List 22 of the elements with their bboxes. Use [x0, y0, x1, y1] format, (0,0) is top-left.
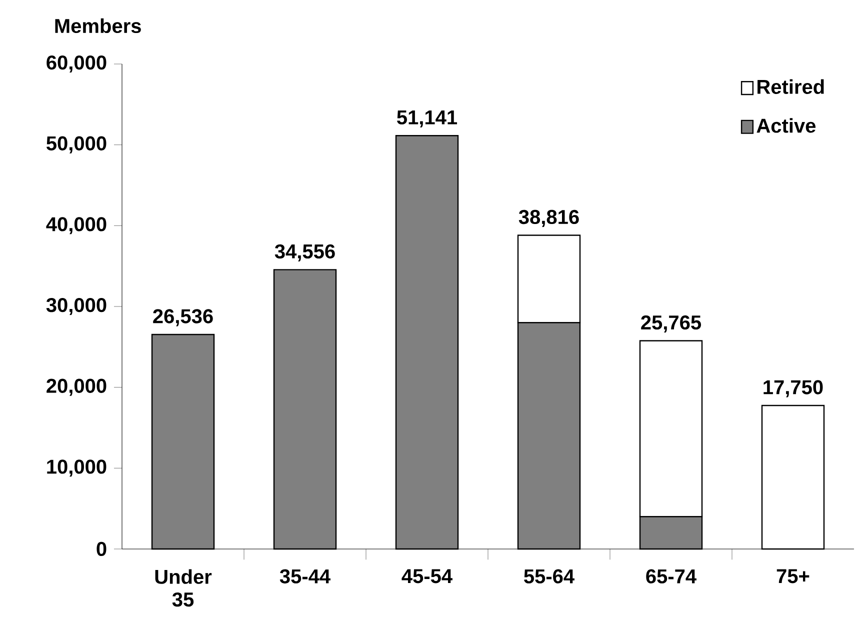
y-tick-label: 30,000 [46, 298, 106, 316]
legend-label: Active [756, 118, 816, 133]
x-tick-label: 45-54 [402, 569, 452, 584]
x-tick-label: 55-64 [524, 569, 574, 584]
x-tick-label: 65-74 [646, 569, 696, 584]
x-tick-label: Under 35 [155, 569, 212, 607]
total-label: 51,141 [397, 110, 458, 128]
total-label: 17,750 [764, 380, 823, 398]
x-tick-label: 75+ [776, 569, 810, 584]
y-axis-title: Members [55, 18, 141, 34]
y-tick-label: 60,000 [46, 55, 106, 73]
total-label: 38,816 [518, 210, 579, 227]
y-tick-label: 0 [96, 542, 106, 556]
total-label: 34,556 [274, 244, 335, 262]
y-tick-label: 50,000 [46, 136, 106, 154]
y-tick-label: 10,000 [47, 460, 106, 477]
total-label: 25,765 [641, 315, 702, 332]
x-tick-label: 35-44 [280, 569, 330, 584]
legend-label: Retired [758, 79, 824, 94]
y-tick-label: 40,000 [46, 217, 106, 234]
total-label: 26,536 [153, 309, 213, 326]
y-tick-label: 20,000 [46, 378, 106, 396]
